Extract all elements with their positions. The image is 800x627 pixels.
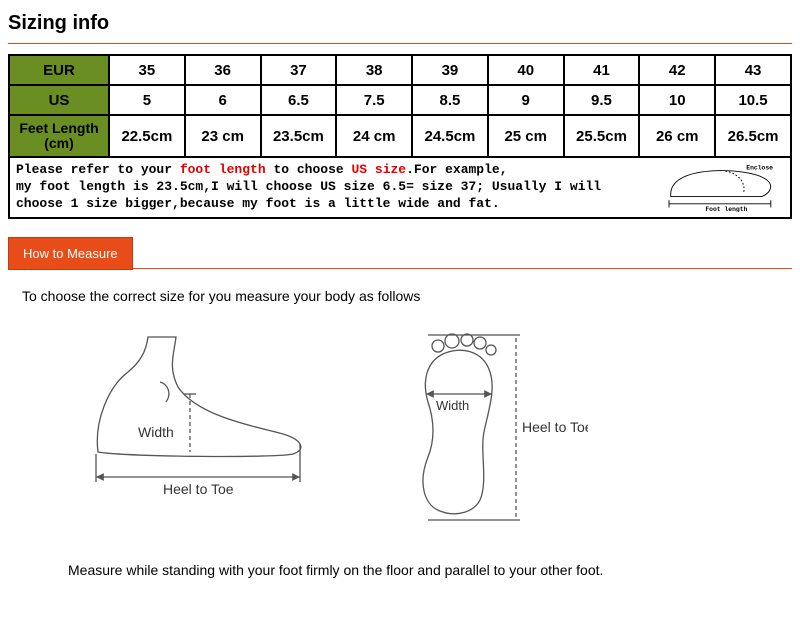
page-title: Sizing info (8, 12, 792, 35)
table-cell: 23 cm (185, 115, 261, 157)
how-to-measure-bar: How to Measure (8, 237, 792, 270)
how-to-measure-rule (133, 268, 792, 269)
diagrams-row: Width Heel to Toe (8, 332, 792, 532)
table-cell: 10.5 (715, 85, 791, 115)
row-header-us: US (9, 85, 109, 115)
row-header-feetlen: Feet Length(cm) (9, 115, 109, 157)
table-cell: 22.5cm (109, 115, 185, 157)
table-row: US 5 6 6.5 7.5 8.5 9 9.5 10 10.5 (9, 85, 791, 115)
table-cell: 9 (488, 85, 564, 115)
size-note: Please refer to your foot length to choo… (8, 158, 792, 219)
title-rule (8, 43, 792, 44)
table-cell: 37 (261, 55, 337, 85)
foot-side-diagram: Width Heel to Toe (68, 332, 328, 502)
table-cell: 24.5cm (412, 115, 488, 157)
enclose-label: Enclose (746, 165, 773, 172)
table-cell: 9.5 (564, 85, 640, 115)
table-cell: 7.5 (336, 85, 412, 115)
table-cell: 10 (639, 85, 715, 115)
table-cell: 35 (109, 55, 185, 85)
table-cell: 6.5 (261, 85, 337, 115)
table-cell: 40 (488, 55, 564, 85)
foot-sole-diagram: Width Heel to Toe (388, 332, 588, 532)
table-cell: 25.5cm (564, 115, 640, 157)
table-cell: 24 cm (336, 115, 412, 157)
table-cell: 5 (109, 85, 185, 115)
heel-to-toe-label: Heel to Toe (163, 481, 234, 497)
table-cell: 26 cm (639, 115, 715, 157)
how-to-measure-button[interactable]: How to Measure (8, 237, 133, 270)
row-header-eur: EUR (9, 55, 109, 85)
table-cell: 6 (185, 85, 261, 115)
table-cell: 43 (715, 55, 791, 85)
table-cell: 38 (336, 55, 412, 85)
table-row: Feet Length(cm) 22.5cm 23 cm 23.5cm 24 c… (9, 115, 791, 157)
table-cell: 23.5cm (261, 115, 337, 157)
measure-instruction: Measure while standing with your foot fi… (68, 562, 792, 578)
table-cell: 8.5 (412, 85, 488, 115)
width-label: Width (138, 424, 174, 440)
foot-side-small-icon: Enclose Foot length (654, 162, 784, 213)
table-cell: 42 (639, 55, 715, 85)
heel-to-toe-label-2: Heel to Toe (522, 419, 588, 435)
howto-intro: To choose the correct size for you measu… (22, 288, 792, 304)
table-cell: 41 (564, 55, 640, 85)
table-cell: 39 (412, 55, 488, 85)
table-row: EUR 35 36 37 38 39 40 41 42 43 (9, 55, 791, 85)
table-cell: 26.5cm (715, 115, 791, 157)
size-note-text: Please refer to your foot length to choo… (16, 162, 654, 213)
table-cell: 36 (185, 55, 261, 85)
table-cell: 25 cm (488, 115, 564, 157)
size-table: EUR 35 36 37 38 39 40 41 42 43 US 5 6 6.… (8, 54, 792, 158)
width-label-2: Width (436, 398, 469, 413)
footlen-label: Foot length (705, 206, 747, 212)
